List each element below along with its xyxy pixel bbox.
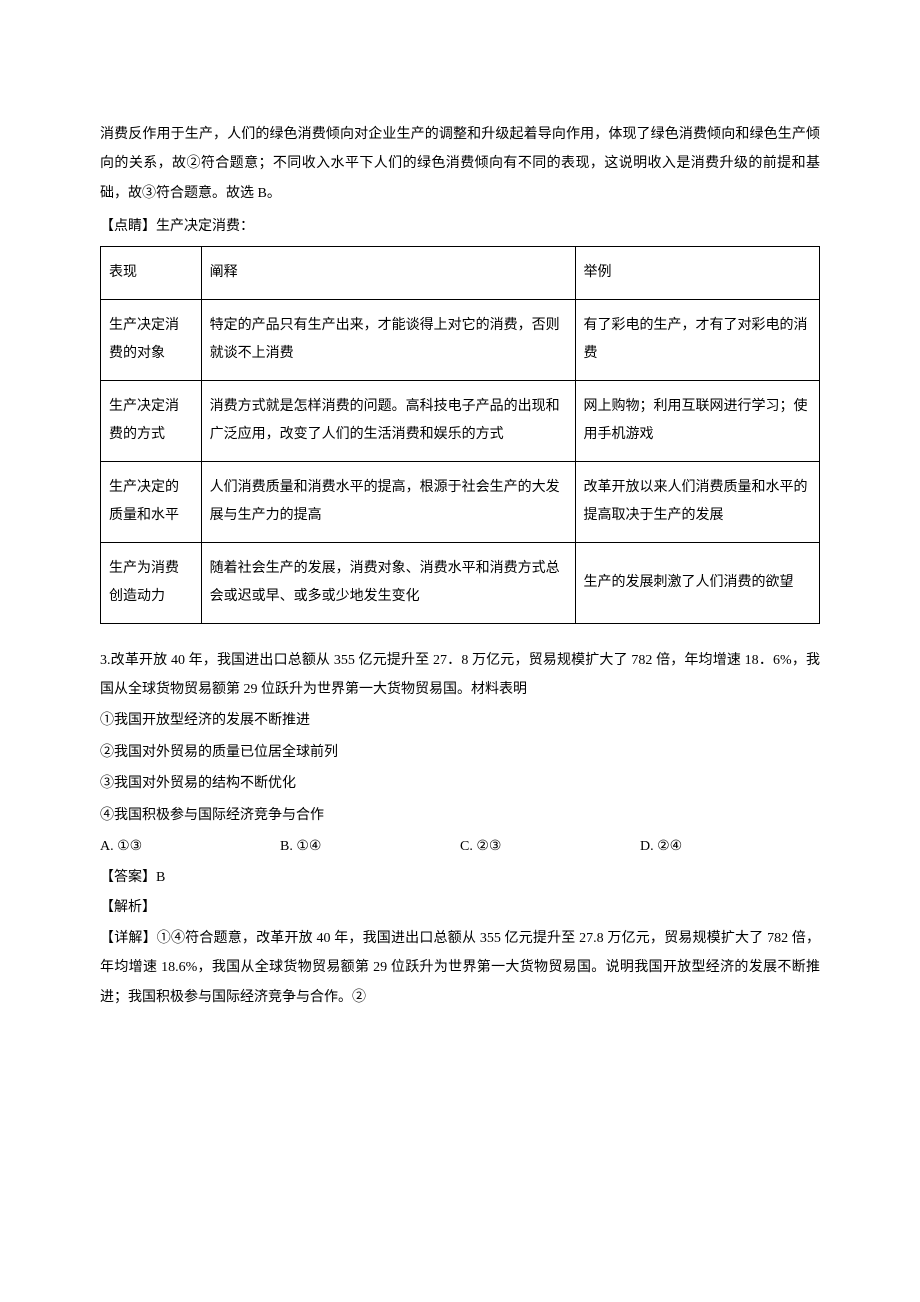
- question-stem: 3.改革开放 40 年，我国进出口总额从 355 亿元提升至 27．8 万亿元，…: [100, 646, 820, 705]
- table-row: 生产决定的质量和水平 人们消费质量和消费水平的提高，根源于社会生产的大发展与生产…: [101, 461, 820, 542]
- cell: 消费方式就是怎样消费的问题。高科技电子产品的出现和广泛应用，改变了人们的生活消费…: [201, 380, 575, 461]
- table-row: 生产为消费创造动力 随着社会生产的发展，消费对象、消费水平和消费方式总会或迟或早…: [101, 542, 820, 623]
- production-consumption-table: 表现 阐释 举例 生产决定消费的对象 特定的产品只有生产出来，才能谈得上对它的消…: [100, 246, 820, 624]
- question-option3: ③我国对外贸易的结构不断优化: [100, 769, 820, 798]
- table-row: 生产决定消费的对象 特定的产品只有生产出来，才能谈得上对它的消费，否则就谈不上消…: [101, 299, 820, 380]
- analysis-detail: 【详解】①④符合题意，改革开放 40 年，我国进出口总额从 355 亿元提升至 …: [100, 924, 820, 1012]
- header-col2: 阐释: [201, 246, 575, 299]
- cell: 人们消费质量和消费水平的提高，根源于社会生产的大发展与生产力的提高: [201, 461, 575, 542]
- choice-B: B. ①④: [280, 832, 460, 861]
- cell: 网上购物；利用互联网进行学习；使用手机游戏: [575, 380, 819, 461]
- table-row: 生产决定消费的方式 消费方式就是怎样消费的问题。高科技电子产品的出现和广泛应用，…: [101, 380, 820, 461]
- question-option2: ②我国对外贸易的质量已位居全球前列: [100, 738, 820, 767]
- choice-C: C. ②③: [460, 832, 640, 861]
- cell: 改革开放以来人们消费质量和水平的提高取决于生产的发展: [575, 461, 819, 542]
- question-option1: ①我国开放型经济的发展不断推进: [100, 706, 820, 735]
- choices-row: A. ①③ B. ①④ C. ②③ D. ②④: [100, 832, 820, 861]
- cell: 生产决定消费的对象: [101, 299, 202, 380]
- choice-D: D. ②④: [640, 832, 820, 861]
- intro-paragraph-1: 消费反作用于生产，人们的绿色消费倾向对企业生产的调整和升级起着导向作用，体现了绿…: [100, 120, 820, 208]
- cell: 生产的发展刺激了人们消费的欲望: [575, 542, 819, 623]
- table-header-row: 表现 阐释 举例: [101, 246, 820, 299]
- cell: 特定的产品只有生产出来，才能谈得上对它的消费，否则就谈不上消费: [201, 299, 575, 380]
- cell: 生产决定消费的方式: [101, 380, 202, 461]
- cell: 生产为消费创造动力: [101, 542, 202, 623]
- question-3: 3.改革开放 40 年，我国进出口总额从 355 亿元提升至 27．8 万亿元，…: [100, 646, 820, 1013]
- choice-A: A. ①③: [100, 832, 280, 861]
- question-option4: ④我国积极参与国际经济竞争与合作: [100, 801, 820, 830]
- answer: 【答案】B: [100, 863, 820, 892]
- analysis-label: 【解析】: [100, 893, 820, 922]
- cell: 随着社会生产的发展，消费对象、消费水平和消费方式总会或迟或早、或多或少地发生变化: [201, 542, 575, 623]
- tips-label: 【点睛】生产决定消费：: [100, 212, 820, 241]
- header-col1: 表现: [101, 246, 202, 299]
- header-col3: 举例: [575, 246, 819, 299]
- cell: 生产决定的质量和水平: [101, 461, 202, 542]
- cell: 有了彩电的生产，才有了对彩电的消费: [575, 299, 819, 380]
